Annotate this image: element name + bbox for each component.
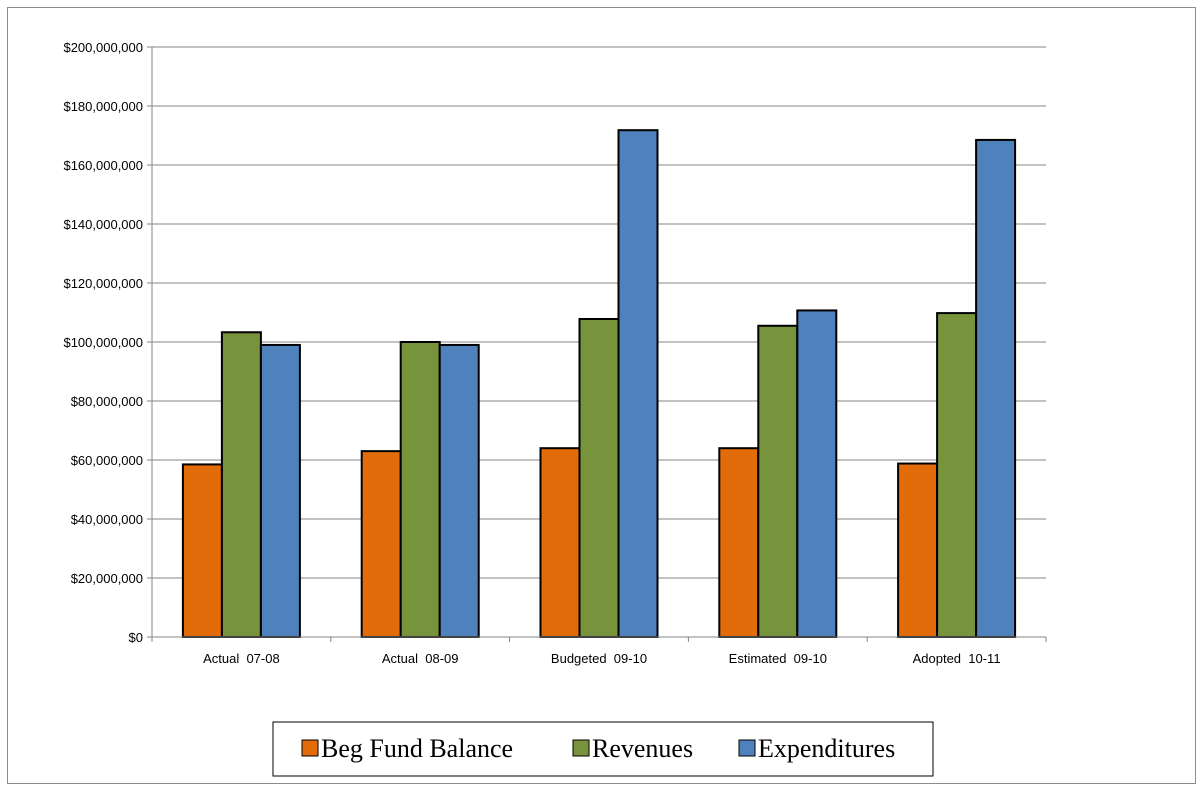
gridlines (152, 46, 1046, 579)
y-tick-label: $60,000,000 (71, 453, 143, 468)
bar-expenditures (259, 343, 301, 638)
legend-label-beg-fund-balance: Beg Fund Balance (321, 734, 513, 763)
bar-expenditures (796, 309, 838, 638)
y-tick-label: $40,000,000 (71, 512, 143, 527)
legend-label-revenues: Revenues (592, 734, 693, 763)
legend-swatch-revenues (572, 739, 590, 757)
y-tick-label: $200,000,000 (63, 40, 143, 55)
y-tick-label: $80,000,000 (71, 394, 143, 409)
legend-box (272, 721, 934, 777)
y-tick-label: $140,000,000 (63, 217, 143, 232)
y-tick-label: $120,000,000 (63, 276, 143, 291)
bar-revenues (936, 312, 978, 638)
bar-revenues (757, 324, 799, 638)
bar-beg-fund-balance (360, 450, 402, 638)
x-tick-label: Adopted 10-11 (913, 651, 1001, 666)
x-tick-label: Actual 08-09 (382, 651, 459, 666)
bar-beg-fund-balance (897, 462, 939, 639)
y-tick-label: $180,000,000 (63, 99, 143, 114)
x-tick-label: Actual 07-08 (203, 651, 280, 666)
y-tick-label: $100,000,000 (63, 335, 143, 350)
x-tick-label: Estimated 09-10 (729, 651, 827, 666)
bar-revenues (399, 341, 441, 638)
legend: Beg Fund Balance Revenues Expenditures (272, 721, 934, 777)
y-tick-label: $160,000,000 (63, 158, 143, 173)
bar-expenditures (438, 343, 480, 638)
bar-beg-fund-balance (718, 447, 760, 639)
bar-expenditures (617, 129, 659, 638)
bar-revenues (220, 331, 262, 638)
bars (181, 129, 1017, 639)
bar-revenues (578, 317, 620, 638)
x-axis-tick-labels: Actual 07-08 Actual 08-09 Budgeted 09-10 Es… (203, 651, 1000, 666)
bar-beg-fund-balance (181, 463, 223, 638)
legend-swatch-expenditures (738, 739, 756, 757)
y-axis-tick-labels: $0 $20,000,000 $40,000,000 $60,000,000 $80,0… (63, 40, 143, 645)
y-tick-label: $20,000,000 (71, 571, 143, 586)
bar-beg-fund-balance (539, 447, 581, 639)
axes (147, 46, 1047, 642)
legend-label-expenditures: Expenditures (758, 734, 895, 763)
bar-expenditures (975, 138, 1017, 639)
legend-swatch-beg-fund-balance (301, 739, 319, 757)
x-tick-label: Budgeted 09-10 (551, 651, 647, 666)
y-tick-label: $0 (129, 630, 143, 645)
